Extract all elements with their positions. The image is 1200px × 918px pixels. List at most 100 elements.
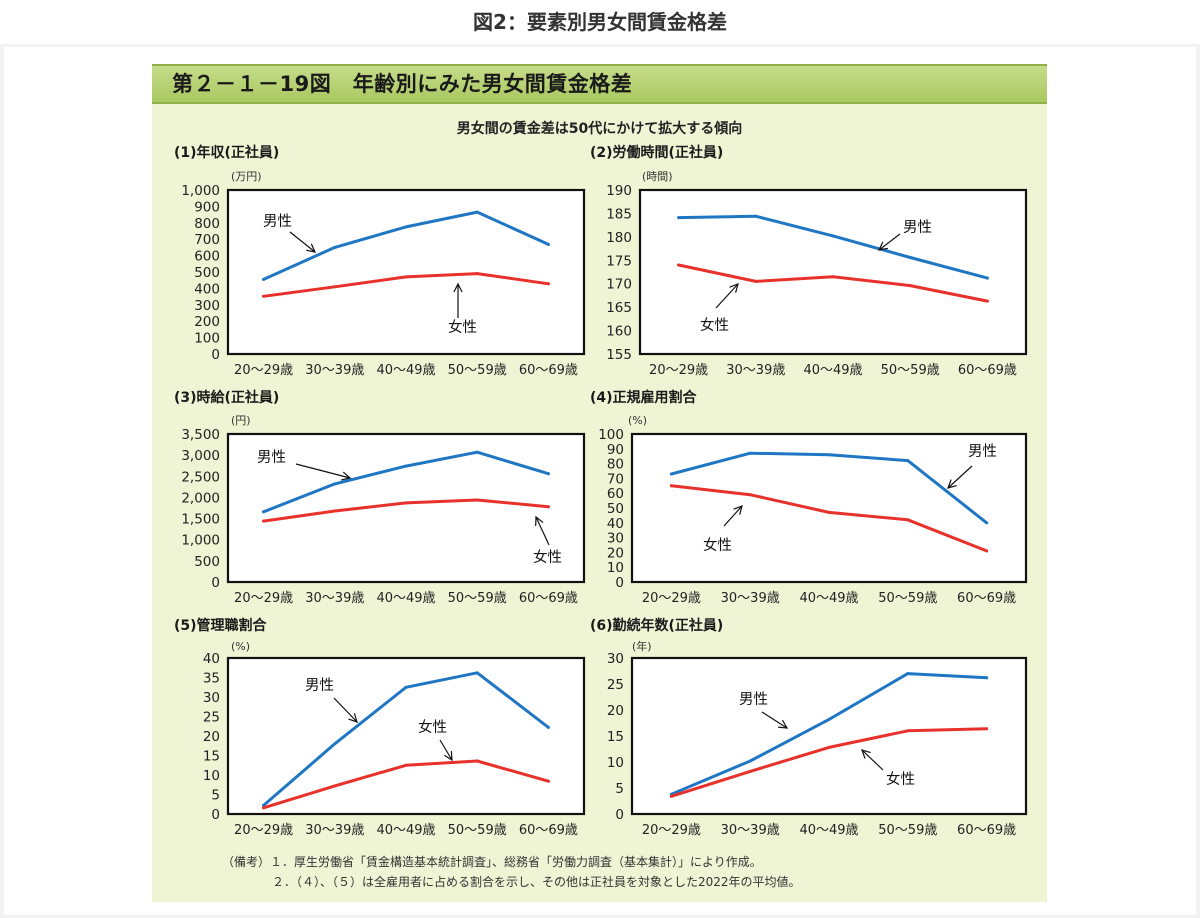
y-tick-label: 50 <box>607 501 624 517</box>
x-tick-label: 50～59歳 <box>448 363 507 378</box>
data-point-male <box>669 472 673 476</box>
x-tick-label: 60～69歳 <box>957 823 1016 838</box>
data-point-male <box>831 234 835 238</box>
label-arrow-male <box>878 233 901 251</box>
label-arrow-male <box>289 231 316 253</box>
figure-subtitle: 男女間の賃金差は50代にかけて拡大する傾向 <box>456 121 743 137</box>
chart-title: (5)管理職割合 <box>174 617 268 634</box>
chart-unit-label: (円) <box>231 414 251 427</box>
y-tick-label: 30 <box>607 651 624 667</box>
series-label-female: 女性 <box>703 536 732 554</box>
y-tick-label: 300 <box>194 298 220 314</box>
label-arrow-male <box>761 711 788 729</box>
x-tick-label: 20～29歳 <box>642 823 701 838</box>
data-point-male <box>333 245 337 249</box>
y-tick-label: 100 <box>194 331 220 347</box>
y-tick-label: 900 <box>194 199 220 215</box>
data-point-male <box>404 685 408 689</box>
y-tick-label: 400 <box>194 281 220 297</box>
label-arrow-female <box>861 749 884 771</box>
data-point-female <box>669 794 673 798</box>
y-tick-label: 500 <box>194 265 220 281</box>
data-point-male <box>908 255 912 259</box>
label-arrow-male <box>947 465 973 489</box>
data-point-male <box>262 510 266 514</box>
data-point-male <box>827 453 831 457</box>
y-tick-label: 25 <box>203 710 220 726</box>
label-arrow-female <box>715 283 739 309</box>
y-tick-label: 155 <box>606 347 632 363</box>
y-tick-label: 2,500 <box>181 469 220 485</box>
y-tick-label: 25 <box>607 677 624 693</box>
x-tick-label: 60～69歳 <box>519 823 578 838</box>
series-label-female: 女性 <box>533 548 562 566</box>
chart-title: (2)労働時間(正社員) <box>590 144 723 161</box>
chart-title: (6)勤続年数(正社員) <box>590 617 723 634</box>
data-point-female <box>827 510 831 514</box>
x-tick-label: 30～39歳 <box>305 591 364 606</box>
data-point-female <box>475 272 479 276</box>
y-tick-label: 160 <box>606 324 632 340</box>
data-point-female <box>677 263 681 267</box>
y-tick-label: 10 <box>607 755 624 771</box>
y-tick-label: 90 <box>607 442 624 458</box>
data-point-female <box>906 518 910 522</box>
x-tick-label: 30～39歳 <box>726 363 785 378</box>
y-tick-label: 800 <box>194 216 220 232</box>
series-label-female: 女性 <box>418 718 447 736</box>
chart-unit-label: (時間) <box>642 170 673 183</box>
x-tick-label: 60～69歳 <box>519 363 578 378</box>
data-point-female <box>754 279 758 283</box>
label-arrowhead-female <box>729 283 739 293</box>
label-arrowhead-female <box>444 750 453 762</box>
x-tick-label: 50～59歳 <box>878 591 937 606</box>
label-arrowhead-male <box>877 241 888 251</box>
data-point-male <box>985 676 989 680</box>
label-arrowhead-male <box>306 243 317 253</box>
label-arrowhead-female <box>453 282 463 293</box>
note-line-1: （備考）１．厚生労働省「賃金構造基本統計調査」、総務省「労働力調査（基本集計）」… <box>222 855 762 869</box>
label-arrowhead-male <box>348 713 358 723</box>
x-tick-label: 20～29歳 <box>642 591 701 606</box>
data-point-female <box>475 498 479 502</box>
label-arrow-male <box>333 697 358 723</box>
y-tick-label: 185 <box>606 206 632 222</box>
data-point-male <box>748 451 752 455</box>
x-tick-label: 50～59歳 <box>448 823 507 838</box>
data-point-male <box>333 742 337 746</box>
series-label-male: 男性 <box>739 691 768 708</box>
data-point-female <box>262 519 266 523</box>
data-point-female <box>985 727 989 731</box>
data-point-male <box>475 450 479 454</box>
data-point-female <box>475 759 479 763</box>
data-point-male <box>546 725 550 729</box>
y-tick-label: 15 <box>203 749 220 765</box>
x-tick-label: 20～29歳 <box>234 823 293 838</box>
page-title: 図2：要素別男女間賃金格差 <box>0 0 1200 44</box>
x-tick-label: 50～59歳 <box>878 823 937 838</box>
series-label-female: 女性 <box>886 770 915 788</box>
data-point-male <box>404 464 408 468</box>
data-point-female <box>546 779 550 783</box>
y-tick-label: 190 <box>606 183 632 199</box>
data-point-female <box>985 549 989 553</box>
y-tick-label: 5 <box>211 788 220 804</box>
y-tick-label: 175 <box>606 253 632 269</box>
data-point-male <box>754 214 758 218</box>
data-point-female <box>333 509 337 513</box>
x-tick-label: 40～49歳 <box>803 363 862 378</box>
plot-area <box>226 188 586 356</box>
y-tick-label: 20 <box>607 545 624 561</box>
x-tick-label: 30～39歳 <box>305 823 364 838</box>
y-tick-label: 0 <box>211 347 220 363</box>
series-label-male: 男性 <box>903 219 932 236</box>
series-label-male: 男性 <box>305 677 334 694</box>
chart-title: (4)正規雇用割合 <box>590 389 698 406</box>
data-point-female <box>262 294 266 298</box>
chart-unit-label: (万円) <box>231 170 262 183</box>
data-point-female <box>908 284 912 288</box>
chart-unit-label: (%) <box>628 414 647 427</box>
x-tick-label: 60～69歳 <box>957 591 1016 606</box>
x-tick-label: 60～69歳 <box>958 363 1017 378</box>
